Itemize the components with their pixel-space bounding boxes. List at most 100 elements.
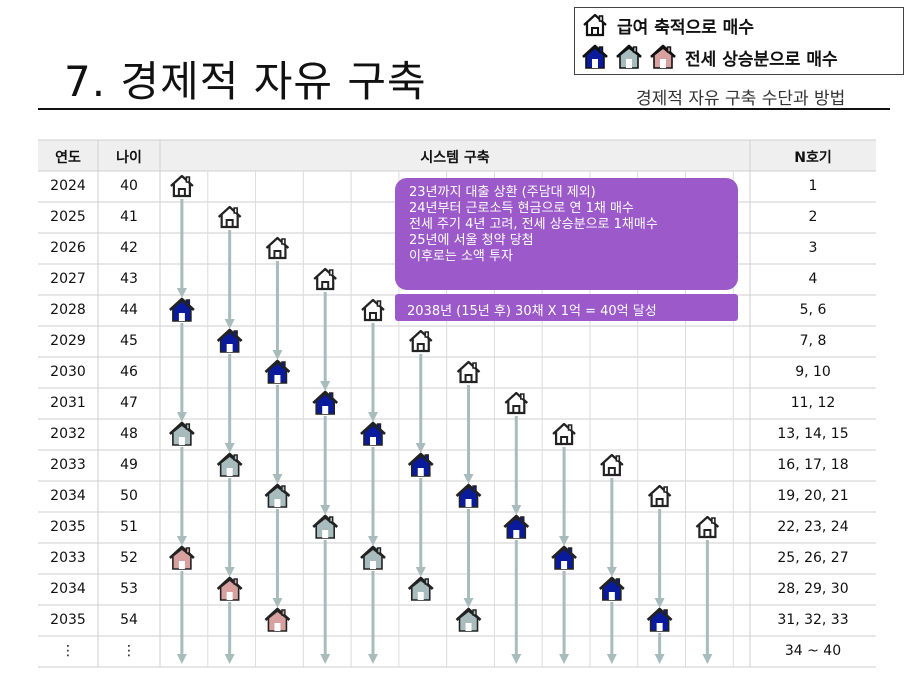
house-gray-icon	[264, 483, 291, 508]
house-outline-icon	[361, 298, 385, 322]
house-gray-icon	[407, 576, 434, 601]
cell-year: 2035	[50, 519, 86, 535]
house-blue-icon	[646, 607, 673, 632]
house-outline-icon	[265, 236, 290, 260]
house-pink-icon	[169, 545, 195, 570]
house-outline-icon	[409, 329, 433, 353]
cell-year: 2030	[50, 364, 86, 380]
house-pink-icon	[650, 44, 676, 69]
legend-icons-jeonse	[581, 44, 677, 70]
house-blue-icon	[169, 297, 195, 322]
house-outline-icon	[170, 174, 194, 198]
cell-n: 31, 32, 33	[777, 612, 849, 628]
house-outline-icon	[552, 422, 576, 446]
house-gray-icon	[312, 514, 339, 539]
cell-n: 2	[808, 209, 818, 225]
cell-year: 2024	[50, 178, 86, 194]
cell-year: ⋮	[61, 643, 75, 659]
cell-n: 28, 29, 30	[777, 581, 849, 597]
cell-n: 19, 20, 21	[777, 488, 849, 504]
cell-year: 2032	[50, 426, 86, 442]
legend-label-salary: 급여 축적으로 매수	[617, 17, 754, 38]
cell-n: 1	[808, 178, 818, 194]
cell-age: 50	[120, 488, 138, 504]
cell-year: 2028	[50, 302, 86, 318]
cell-age: 49	[120, 457, 138, 473]
cell-n: 25, 26, 27	[777, 550, 849, 566]
note-line: 이후로는 소액 투자	[409, 249, 513, 264]
cell-age: 45	[120, 333, 138, 349]
house-blue-icon	[598, 576, 625, 601]
house-outline-icon	[583, 13, 607, 37]
note-line: 24년부터 근로소득 현금으로 연 1채 매수	[409, 201, 634, 216]
house-gray-icon	[216, 452, 243, 477]
house-outline-icon	[504, 391, 529, 415]
goal-box: 2038년 (15년 후) 30채 X 1억 = 40억 달성	[395, 294, 738, 321]
cell-year: 2031	[50, 395, 86, 411]
cell-age: 42	[120, 240, 138, 256]
notes-box: 23년까지 대출 상환 (주담대 제외) 24년부터 근로소득 현금으로 연 1…	[395, 178, 738, 290]
house-blue-icon	[312, 390, 339, 415]
cell-n: 13, 14, 15	[777, 426, 849, 442]
cell-age: 47	[120, 395, 138, 411]
page-subtitle: 경제적 자유 구축 수단과 방법	[636, 89, 846, 109]
legend-item-salary: 급여 축적으로 매수	[575, 10, 754, 40]
house-gray-icon	[616, 44, 642, 69]
note-line: 23년까지 대출 상환 (주담대 제외)	[409, 185, 596, 200]
cell-age: 51	[120, 519, 138, 535]
cell-n: 22, 23, 24	[777, 519, 849, 535]
note-line: 전세 주기 4년 고려, 전세 상승분으로 1채매수	[409, 217, 658, 232]
cell-year: 2027	[50, 271, 86, 287]
cell-age: 48	[120, 426, 138, 442]
cell-age: 43	[120, 271, 138, 287]
cell-age: 46	[120, 364, 138, 380]
house-pink-icon	[264, 607, 291, 632]
house-outline-icon	[313, 267, 337, 291]
cell-age: 41	[120, 209, 138, 225]
house-outline-icon	[647, 484, 672, 508]
cell-n: 34 ~ 40	[784, 643, 842, 659]
cell-n: 3	[808, 240, 818, 256]
cell-age: 40	[120, 178, 138, 194]
cell-age: 53	[120, 581, 138, 597]
cell-n: 9, 10	[795, 364, 831, 380]
house-blue-icon	[216, 328, 243, 353]
cell-age: 52	[120, 550, 138, 566]
house-gray-icon	[360, 545, 386, 570]
house-blue-icon	[264, 359, 291, 384]
cell-n: 5, 6	[799, 302, 827, 318]
house-outline-icon	[217, 205, 242, 229]
house-blue-icon	[582, 44, 608, 69]
page-title: 7. 경제적 자유 구축	[64, 57, 427, 106]
cell-n: 11, 12	[790, 395, 836, 411]
cell-year: 2034	[50, 488, 86, 504]
header-n: N호기	[794, 150, 832, 166]
house-outline-icon	[456, 360, 481, 384]
house-outline-icon	[695, 515, 720, 539]
legend-box: 급여 축적으로 매수 전세 상승분으로 매수	[574, 7, 904, 75]
house-outline-icon	[600, 453, 624, 477]
cell-year: 2033	[50, 550, 86, 566]
note-line: 25년에 서울 청약 당첨	[409, 233, 534, 248]
cell-age: ⋮	[122, 643, 136, 659]
house-gray-icon	[455, 607, 482, 632]
cell-year: 2025	[50, 209, 86, 225]
cell-n: 4	[808, 271, 818, 287]
house-gray-icon	[169, 421, 195, 446]
legend-label-jeonse: 전세 상승분으로 매수	[685, 49, 838, 70]
cell-year: 2034	[50, 581, 86, 597]
house-blue-icon	[360, 421, 386, 446]
cell-age: 54	[120, 612, 138, 628]
house-blue-icon	[455, 483, 482, 508]
header-system: 시스템 구축	[420, 150, 490, 166]
legend-icons-salary	[581, 12, 609, 38]
header-year: 연도	[55, 150, 81, 166]
house-blue-icon	[407, 452, 434, 477]
house-blue-icon	[551, 545, 577, 570]
house-pink-icon	[216, 576, 243, 601]
cell-n: 16, 17, 18	[777, 457, 849, 473]
header-age: 나이	[116, 150, 142, 166]
house-blue-icon	[503, 514, 530, 539]
table-header-bg	[38, 140, 876, 171]
